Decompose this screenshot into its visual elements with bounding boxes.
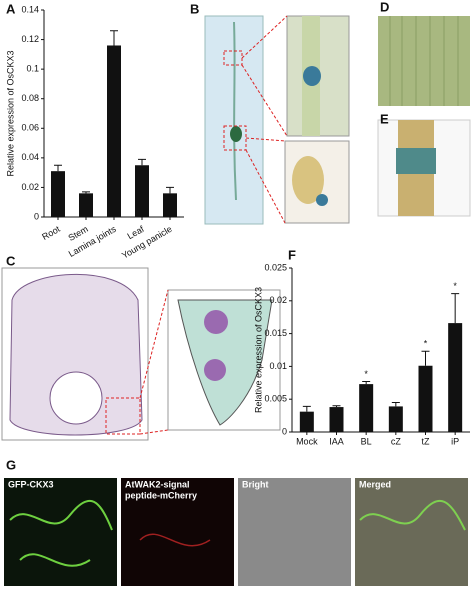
panel-label: C	[6, 253, 16, 268]
error-bar	[82, 191, 90, 194]
bar	[163, 193, 177, 217]
y-tick-label: 0.06	[21, 123, 39, 133]
x-tick-label: Root	[40, 224, 62, 242]
veins	[389, 16, 459, 106]
y-tick-label: 0.12	[21, 34, 39, 44]
micrograph-label: Bright	[242, 479, 269, 489]
error-bar	[391, 401, 400, 407]
seed	[230, 126, 242, 142]
x-tick-label: Young panicle	[120, 224, 174, 261]
y-tick-label: 0.1	[26, 64, 39, 74]
signal	[139, 533, 211, 547]
error-bar	[362, 380, 371, 385]
micrograph-label: GFP-CKX3	[8, 479, 54, 489]
y-tick-label: 0.02	[269, 295, 287, 305]
panel-label: B	[190, 1, 199, 16]
error-bar	[421, 350, 430, 366]
x-tick-label: tZ	[422, 436, 431, 446]
signal	[359, 500, 466, 531]
error-bar	[302, 405, 311, 412]
micrograph-label: Merged	[359, 479, 391, 489]
seedling-shoot	[233, 21, 237, 201]
bundle	[204, 310, 228, 334]
error-bar	[138, 158, 146, 166]
micrograph	[238, 478, 351, 586]
y-tick-label: 0	[34, 211, 39, 221]
stain	[303, 66, 321, 86]
cavity	[49, 371, 103, 425]
x-tick-label: cZ	[391, 436, 402, 446]
error-bar	[332, 405, 341, 408]
x-tick-label: IAA	[329, 436, 344, 446]
y-tick-label: 0.01	[269, 361, 287, 371]
zoom-line	[241, 15, 288, 224]
stain	[396, 148, 436, 174]
y-axis-label: Relative expression of OsCKX3	[5, 50, 15, 176]
y-tick-label: 0.14	[21, 4, 39, 14]
section	[177, 299, 273, 426]
micrograph-label: AtWAK2-signal	[125, 479, 190, 489]
error-bar	[166, 186, 174, 194]
bar	[107, 45, 121, 217]
y-axis-label: Relative expression of OsCKX3	[253, 287, 263, 413]
y-tick-label: 0.04	[21, 152, 39, 162]
bar	[329, 407, 344, 432]
panel-label: F	[288, 247, 296, 262]
y-tick-label: 0.015	[264, 328, 287, 338]
bar	[79, 193, 93, 217]
micrograph	[4, 478, 117, 586]
error-bar	[110, 30, 118, 46]
panel-label: G	[6, 457, 16, 472]
zoom-box	[223, 125, 247, 151]
panel-label: D	[380, 0, 389, 14]
panel-label: E	[380, 111, 389, 126]
micrograph-label: peptide-mCherry	[125, 490, 197, 500]
error-bar	[54, 164, 62, 172]
micrograph	[355, 478, 468, 586]
bundle	[204, 359, 226, 381]
bar	[359, 384, 374, 432]
section	[9, 274, 143, 436]
micrograph	[121, 478, 234, 586]
x-tick-label: Mock	[296, 436, 318, 446]
seed-grain	[292, 156, 324, 204]
zoom-box	[105, 397, 141, 435]
y-tick-label: 0	[282, 426, 287, 436]
significance: *	[453, 281, 457, 291]
bar	[418, 365, 433, 432]
y-tick-label: 0.025	[264, 262, 287, 272]
leaf-image	[378, 16, 470, 106]
error-bar	[451, 293, 460, 324]
x-tick-label: BL	[361, 436, 372, 446]
y-tick-label: 0.02	[21, 182, 39, 192]
y-tick-label: 0.08	[21, 93, 39, 103]
bar	[388, 406, 403, 432]
bar	[448, 323, 463, 432]
stain	[316, 194, 328, 206]
bar	[299, 411, 314, 432]
y-tick-label: 0.005	[264, 394, 287, 404]
panel-label: A	[6, 1, 16, 16]
zoom-line	[139, 289, 169, 435]
signal	[9, 500, 113, 567]
x-tick-label: iP	[451, 436, 459, 446]
significance: *	[364, 369, 368, 379]
bar	[51, 171, 65, 217]
significance: *	[424, 339, 428, 349]
bar	[135, 165, 149, 217]
